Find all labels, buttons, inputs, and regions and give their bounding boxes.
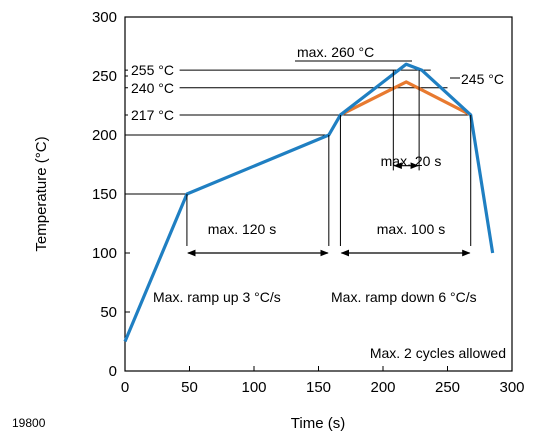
peak-label: max. 260 °C [297,44,374,60]
dwell-20-label: max. 20 s [381,153,442,169]
reference-label: 240 °C [131,80,174,96]
y-tick-label: 150 [92,186,117,203]
reference-label-bg [128,62,180,79]
reference-label: 217 °C [131,107,174,123]
x-tick-label: 200 [370,379,395,396]
y-tick-label: 300 [92,9,117,26]
series-line [123,62,495,343]
y-tick-label: 0 [109,363,117,380]
x-tick-label: 300 [499,379,524,396]
reference-label: 255 °C [131,62,174,78]
x-tick-label: 0 [121,379,129,396]
x-tick-label: 50 [181,379,198,396]
series-group [123,62,495,343]
peak-245-label: 245 °C [461,71,504,87]
y-tick-label: 50 [100,304,117,321]
series-line [339,80,472,117]
interval-markers [186,70,472,257]
ramp-up-label: Max. ramp up 3 °C/s [153,289,281,305]
reference-label-bg [128,79,180,96]
x-tick-label: 150 [306,379,331,396]
x-tick-label: 100 [241,379,266,396]
y-tick-label: 250 [92,68,117,85]
x-axis-title: Time (s) [291,415,345,432]
y-tick-label: 100 [92,245,117,262]
x-tick-label: 250 [435,379,460,396]
y-axis-title: Temperature (°C) [33,136,50,251]
axis-ticks: 0 50 100 150 200 250 300 0 50 100 150 200 250 300 [92,9,525,396]
reference-label-bg [128,106,180,123]
figure-id: 19800 [12,416,46,430]
cycles-label: Max. 2 cycles allowed [370,345,506,361]
dwell-120-label: max. 120 s [208,221,276,237]
y-tick-label: 200 [92,127,117,144]
dwell-100-label: max. 100 s [377,221,445,237]
ramp-down-label: Max. ramp down 6 °C/s [331,289,477,305]
